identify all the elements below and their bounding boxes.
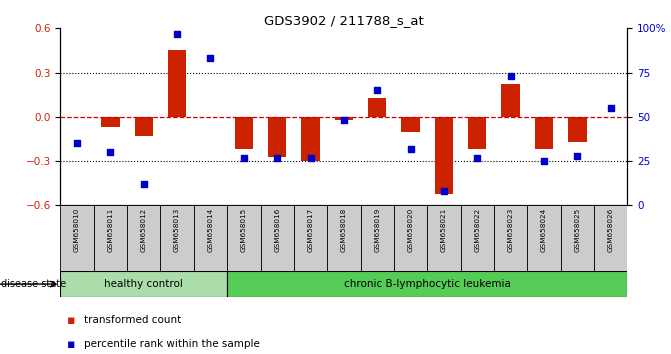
Text: transformed count: transformed count: [84, 315, 181, 325]
Bar: [427, 205, 460, 271]
Text: GSM658022: GSM658022: [474, 208, 480, 252]
Bar: [468, 117, 486, 149]
Point: [105, 149, 116, 155]
Bar: [294, 205, 327, 271]
Bar: [435, 117, 453, 194]
Point: [305, 155, 316, 160]
Text: ▪: ▪: [67, 314, 76, 327]
Bar: [360, 205, 394, 271]
Bar: [401, 117, 420, 132]
Bar: [301, 117, 319, 161]
Text: GSM658020: GSM658020: [407, 208, 413, 252]
Point: [338, 118, 349, 123]
Bar: [335, 117, 353, 120]
Text: GSM658021: GSM658021: [441, 208, 447, 252]
Point: [72, 141, 83, 146]
Point: [572, 153, 582, 159]
Text: GSM658010: GSM658010: [74, 208, 80, 252]
Text: GSM658017: GSM658017: [307, 208, 313, 252]
Bar: [60, 205, 94, 271]
Bar: [135, 117, 153, 136]
Bar: [568, 117, 586, 142]
Point: [205, 56, 216, 61]
Text: healthy control: healthy control: [104, 279, 183, 289]
Bar: [394, 205, 427, 271]
Text: disease state: disease state: [1, 279, 66, 289]
Bar: [194, 205, 227, 271]
Bar: [227, 205, 260, 271]
Text: GSM658011: GSM658011: [107, 208, 113, 252]
Bar: [227, 271, 627, 297]
Bar: [260, 205, 294, 271]
Text: chronic B-lymphocytic leukemia: chronic B-lymphocytic leukemia: [344, 279, 511, 289]
Point: [405, 146, 416, 152]
Text: GSM658023: GSM658023: [508, 208, 514, 252]
Bar: [168, 51, 187, 117]
Point: [505, 73, 516, 79]
Text: GSM658026: GSM658026: [608, 208, 614, 252]
Point: [238, 155, 249, 160]
Point: [472, 155, 482, 160]
Point: [439, 188, 450, 194]
Text: ▪: ▪: [67, 338, 76, 350]
Bar: [327, 205, 360, 271]
Bar: [501, 84, 520, 117]
Bar: [127, 205, 160, 271]
Bar: [101, 117, 119, 127]
Bar: [268, 117, 287, 156]
Point: [138, 181, 149, 187]
Point: [539, 158, 550, 164]
Bar: [235, 117, 253, 149]
Bar: [460, 205, 494, 271]
Title: GDS3902 / 211788_s_at: GDS3902 / 211788_s_at: [264, 14, 424, 27]
Text: GSM658018: GSM658018: [341, 208, 347, 252]
Text: GSM658024: GSM658024: [541, 208, 547, 252]
Point: [272, 155, 282, 160]
Bar: [535, 117, 553, 149]
Text: GSM658019: GSM658019: [374, 208, 380, 252]
Text: GSM658016: GSM658016: [274, 208, 280, 252]
Point: [172, 31, 183, 36]
Point: [605, 105, 616, 111]
Bar: [494, 205, 527, 271]
Bar: [527, 205, 561, 271]
Bar: [561, 205, 594, 271]
Text: GSM658015: GSM658015: [241, 208, 247, 252]
Text: GSM658025: GSM658025: [574, 208, 580, 252]
Bar: [160, 205, 194, 271]
Text: GSM658012: GSM658012: [141, 208, 147, 252]
Text: GSM658013: GSM658013: [174, 208, 180, 252]
Bar: [60, 271, 227, 297]
Point: [372, 87, 382, 93]
Text: percentile rank within the sample: percentile rank within the sample: [84, 339, 260, 349]
Text: GSM658014: GSM658014: [207, 208, 213, 252]
Bar: [94, 205, 127, 271]
Bar: [594, 205, 627, 271]
Bar: [368, 98, 386, 117]
